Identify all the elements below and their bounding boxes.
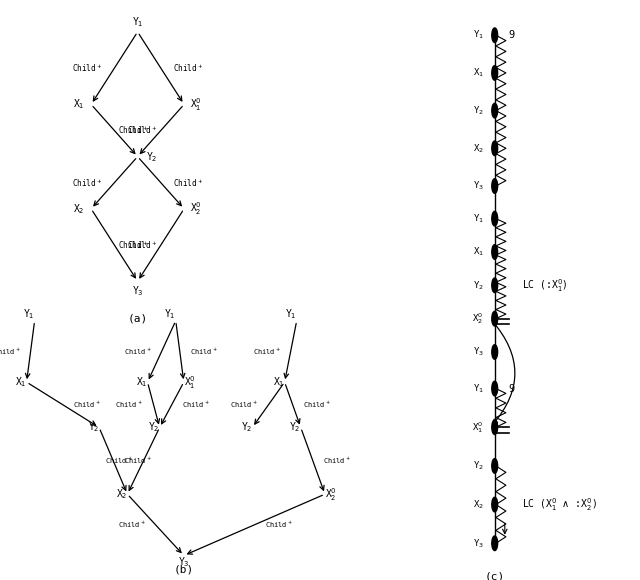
Text: Child$^+$: Child$^+$ xyxy=(127,239,157,251)
Text: Child$^+$: Child$^+$ xyxy=(118,125,148,136)
Text: Y$_1$: Y$_1$ xyxy=(285,307,297,321)
Text: Y$_3$: Y$_3$ xyxy=(472,346,484,358)
Text: Child$^+$: Child$^+$ xyxy=(127,125,157,136)
Text: Y$_1$: Y$_1$ xyxy=(23,307,35,321)
Text: X$_1$: X$_1$ xyxy=(472,67,484,79)
Circle shape xyxy=(492,420,498,434)
Text: Y$_2$: Y$_2$ xyxy=(241,420,252,434)
Text: Child$^+$: Child$^+$ xyxy=(190,346,218,357)
Text: LC (X$_1^0$ $\wedge$ :X$_2^0$): LC (X$_1^0$ $\wedge$ :X$_2^0$) xyxy=(522,496,597,513)
Circle shape xyxy=(492,497,498,512)
Text: Y$_3$: Y$_3$ xyxy=(472,537,484,549)
Text: Child$^+$: Child$^+$ xyxy=(303,400,331,410)
Text: LC (:X$_1^0$): LC (:X$_1^0$) xyxy=(522,277,568,293)
Text: Y$_1$: Y$_1$ xyxy=(472,382,484,395)
Text: Y$_2$: Y$_2$ xyxy=(146,150,157,164)
Text: Y$_1$: Y$_1$ xyxy=(472,29,484,42)
Text: Y$_3$: Y$_3$ xyxy=(472,180,484,192)
Text: Child$^+$: Child$^+$ xyxy=(253,346,280,357)
Text: Child$^+$: Child$^+$ xyxy=(115,400,143,410)
Text: Child$^+$: Child$^+$ xyxy=(124,456,151,466)
Text: (c): (c) xyxy=(484,571,505,580)
Text: X$_1^0$: X$_1^0$ xyxy=(191,96,202,113)
Text: Y$_3$: Y$_3$ xyxy=(132,284,143,298)
Text: Child$^+$: Child$^+$ xyxy=(323,456,351,466)
Text: Child$^+$: Child$^+$ xyxy=(124,346,151,357)
Circle shape xyxy=(492,536,498,550)
Text: 9: 9 xyxy=(508,383,515,394)
Text: Y$_2$: Y$_2$ xyxy=(88,420,99,434)
Text: X$_1$: X$_1$ xyxy=(73,97,84,111)
Text: Y$_2$: Y$_2$ xyxy=(472,459,484,472)
Text: Y$_2$: Y$_2$ xyxy=(289,420,301,434)
Text: (a): (a) xyxy=(127,313,148,323)
Circle shape xyxy=(492,28,498,42)
Text: X$_2^0$: X$_2^0$ xyxy=(325,486,337,502)
Text: Child$^+$: Child$^+$ xyxy=(265,520,292,530)
Circle shape xyxy=(492,345,498,359)
Text: X$_1$: X$_1$ xyxy=(15,375,27,389)
Text: Y$_3$: Y$_3$ xyxy=(178,556,189,570)
Text: X$_2^0$: X$_2^0$ xyxy=(472,311,484,326)
Text: Y$_1$: Y$_1$ xyxy=(472,212,484,225)
Text: Child$^+$: Child$^+$ xyxy=(118,239,148,251)
Text: Child$^+$: Child$^+$ xyxy=(73,400,101,410)
Circle shape xyxy=(492,211,498,226)
Text: Child$^+$: Child$^+$ xyxy=(230,400,258,410)
Text: Y$_1$: Y$_1$ xyxy=(132,15,143,29)
Text: Y$_2$: Y$_2$ xyxy=(472,279,484,292)
Circle shape xyxy=(492,278,498,293)
Text: Child$^+$: Child$^+$ xyxy=(72,62,102,74)
Text: (b): (b) xyxy=(173,564,194,574)
Text: X$_1$: X$_1$ xyxy=(472,246,484,258)
Text: Child$^+$: Child$^+$ xyxy=(118,520,145,530)
Text: X$_2$: X$_2$ xyxy=(472,498,484,511)
Text: X$_1^0$: X$_1^0$ xyxy=(184,374,196,390)
Circle shape xyxy=(492,66,498,80)
Circle shape xyxy=(492,245,498,259)
Text: Child$^+$: Child$^+$ xyxy=(0,346,20,357)
Text: X$_1$: X$_1$ xyxy=(273,375,285,389)
Text: X$_1^0$: X$_1^0$ xyxy=(472,420,484,434)
Text: X$_2$: X$_2$ xyxy=(116,487,127,501)
Text: X$_1$: X$_1$ xyxy=(136,375,148,389)
Text: Child$^+$: Child$^+$ xyxy=(182,400,210,410)
Text: Y$_2$: Y$_2$ xyxy=(148,420,159,434)
Text: Child$^+$: Child$^+$ xyxy=(72,177,102,189)
Circle shape xyxy=(492,459,498,473)
Text: Child$^+$: Child$^+$ xyxy=(106,456,133,466)
Circle shape xyxy=(492,311,498,326)
Circle shape xyxy=(492,179,498,193)
Text: Child$^+$: Child$^+$ xyxy=(173,62,204,74)
Circle shape xyxy=(492,103,498,118)
Text: X$_2$: X$_2$ xyxy=(472,142,484,154)
Circle shape xyxy=(492,381,498,396)
Circle shape xyxy=(492,141,498,155)
Text: Child$^+$: Child$^+$ xyxy=(173,177,204,189)
Text: X$_2^0$: X$_2^0$ xyxy=(191,201,202,217)
Text: X$_2$: X$_2$ xyxy=(73,202,84,216)
Text: Y$_1$: Y$_1$ xyxy=(164,307,176,321)
Text: 9: 9 xyxy=(508,30,515,40)
Text: Y$_2$: Y$_2$ xyxy=(472,104,484,117)
